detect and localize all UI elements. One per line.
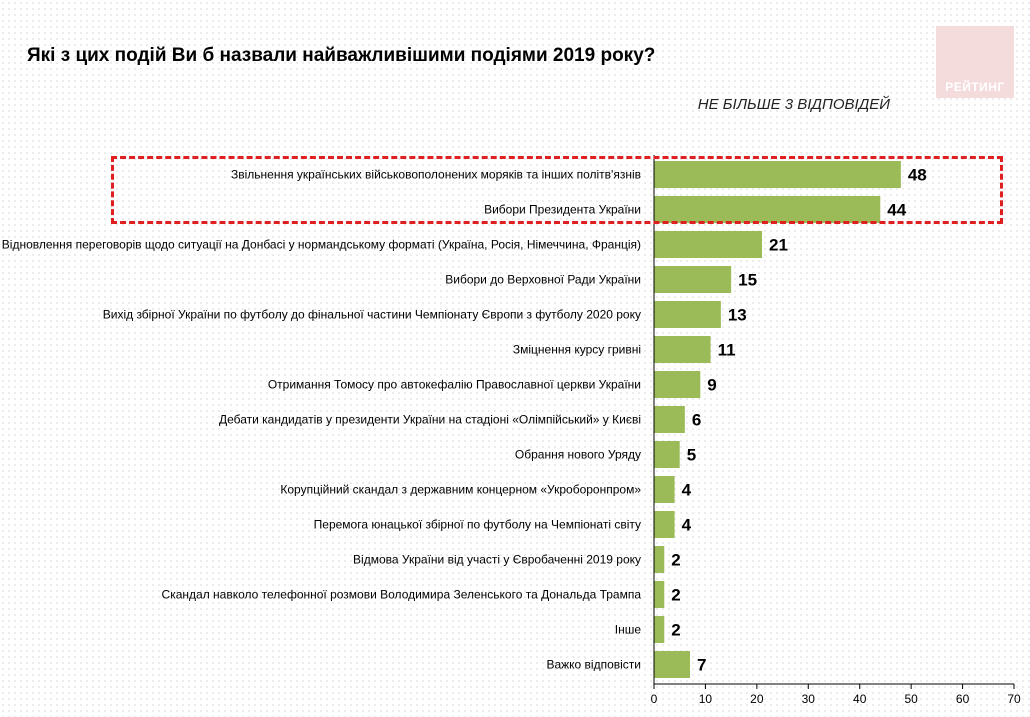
data-label: 11 — [718, 341, 736, 360]
bar — [654, 301, 721, 328]
bar — [654, 616, 665, 643]
category-label: Обрання нового Уряду — [515, 448, 641, 462]
category-label: Скандал навколо телефонної розмови Волод… — [162, 588, 642, 602]
x-axis: 0 10 20 30 40 50 60 70 — [651, 155, 1021, 706]
bar — [654, 581, 665, 608]
category-label: Перемога юнацької збірної по футболу на … — [314, 518, 641, 532]
data-label: 2 — [671, 621, 680, 640]
data-label: 5 — [687, 446, 696, 465]
x-tick-label: 70 — [1007, 692, 1021, 706]
data-label: 2 — [671, 551, 680, 570]
data-label: 21 — [769, 236, 788, 255]
x-tick-label: 30 — [802, 692, 816, 706]
x-tick-label: 20 — [750, 692, 764, 706]
bar — [654, 196, 881, 223]
data-label: 13 — [728, 306, 747, 325]
category-label: Корупційний скандал з державним концерно… — [280, 483, 641, 497]
category-label: Отримання Томосу про автокефалію Правосл… — [268, 378, 641, 392]
data-label: 6 — [692, 411, 701, 430]
category-label: Звільнення українських військовополонени… — [231, 168, 641, 182]
category-labels-group: Звільнення українських військовополонени… — [2, 168, 642, 672]
bar — [654, 371, 701, 398]
category-label: Зміцнення курсу гривні — [513, 343, 641, 357]
bar — [654, 546, 665, 573]
data-label: 15 — [738, 271, 757, 290]
category-label: Важко відповісти — [546, 658, 641, 672]
bar — [654, 266, 732, 293]
bar — [654, 441, 680, 468]
bar — [654, 336, 711, 363]
data-label: 7 — [697, 656, 706, 675]
x-tick-label: 60 — [956, 692, 970, 706]
category-label: Вибори Президента України — [484, 203, 641, 217]
chart-title: Які з цих подій Ви б назвали найважливіш… — [27, 45, 656, 66]
x-tick-label: 0 — [651, 692, 658, 706]
rating-logo-text: РЕЙТИНГ — [945, 80, 1005, 94]
rating-logo: РЕЙТИНГ — [936, 26, 1014, 98]
data-label: 9 — [707, 376, 716, 395]
category-label: Дебати кандидатів у президенти України н… — [219, 413, 641, 427]
data-label: 44 — [887, 201, 906, 220]
data-label: 48 — [908, 166, 927, 185]
bar — [654, 651, 690, 678]
bar — [654, 161, 901, 188]
chart-subtitle: НЕ БІЛЬШЕ 3 ВІДПОВІДЕЙ — [697, 96, 890, 113]
data-label: 2 — [671, 586, 680, 605]
category-label: Відмова України від участі у Євробаченні… — [353, 553, 641, 567]
x-tick-label: 50 — [904, 692, 918, 706]
bar — [654, 406, 685, 433]
category-label: Інше — [615, 623, 642, 637]
bar — [654, 476, 675, 503]
highlight-box — [111, 156, 1003, 224]
bar — [654, 231, 762, 258]
x-tick-label: 40 — [853, 692, 867, 706]
category-label: Вибори до Верховної Ради України — [445, 273, 641, 287]
category-label: Відновлення переговорів щодо ситуації на… — [2, 238, 641, 252]
bars-group — [654, 161, 901, 678]
category-label: Вихід збірної України по футболу до фіна… — [103, 308, 641, 322]
bar — [654, 511, 675, 538]
data-label: 4 — [682, 516, 692, 535]
data-label: 4 — [682, 481, 692, 500]
x-tick-label: 10 — [699, 692, 713, 706]
